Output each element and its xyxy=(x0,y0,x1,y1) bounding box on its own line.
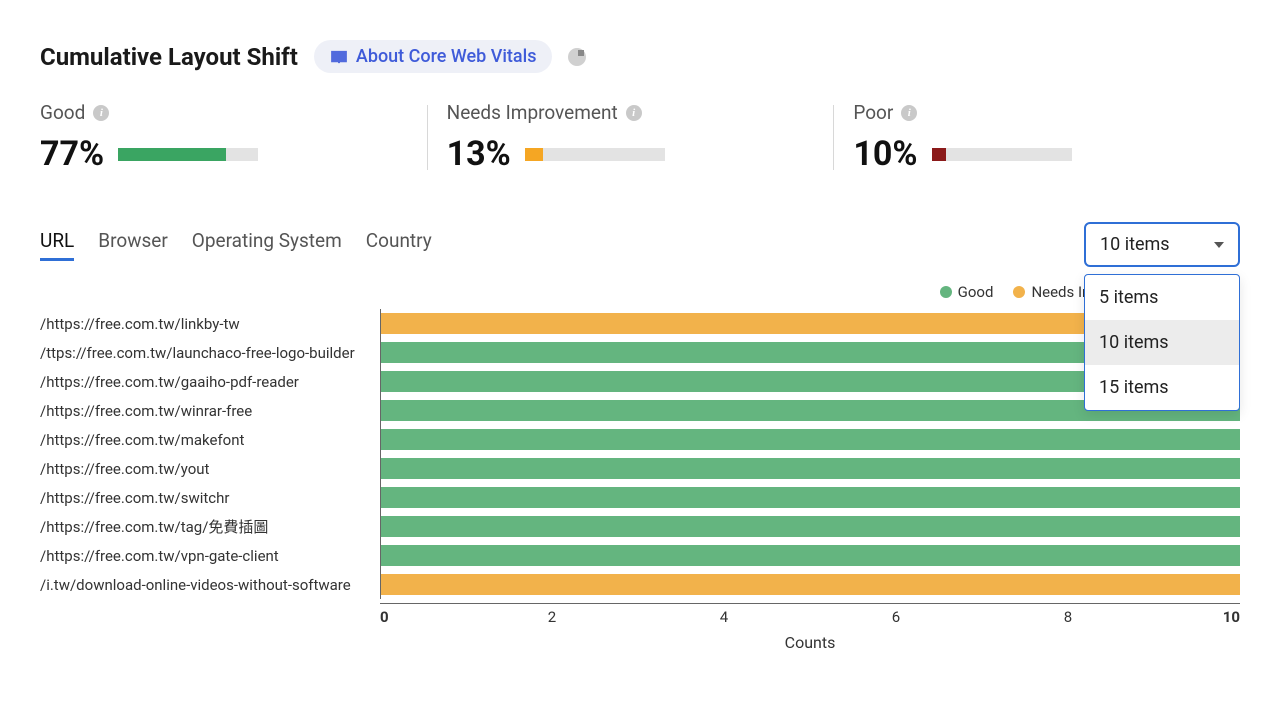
metric-bar xyxy=(932,148,1072,161)
info-icon[interactable]: i xyxy=(93,105,109,121)
about-link-label: About Core Web Vitals xyxy=(356,46,537,67)
legend-dot xyxy=(940,286,952,298)
metric-card: Needs Improvement i 13% xyxy=(427,101,834,174)
info-icon[interactable]: i xyxy=(626,105,642,121)
items-dropdown[interactable]: 10 items xyxy=(1084,222,1240,267)
metric-bar xyxy=(118,148,258,161)
x-tick: 10 xyxy=(1223,608,1240,626)
tab-operating-system[interactable]: Operating System xyxy=(192,229,342,261)
bar-segment xyxy=(381,458,1240,479)
chart-row xyxy=(381,570,1240,599)
bar-segment xyxy=(381,545,1240,566)
chevron-down-icon xyxy=(1214,242,1224,248)
chart-row-label: https://free.com.tw/makefont/ xyxy=(40,425,380,454)
metric-value: 13% xyxy=(447,134,511,174)
x-tick: 0 xyxy=(380,608,389,626)
metric-label: Needs Improvement i xyxy=(447,101,814,124)
external-icon xyxy=(568,48,586,66)
metric-label: Poor i xyxy=(853,101,1220,124)
legend-item: Good xyxy=(940,283,994,301)
bar-segment xyxy=(381,516,1240,537)
chart-bar xyxy=(381,516,1240,537)
tab-browser[interactable]: Browser xyxy=(98,229,168,261)
bar-segment xyxy=(381,429,1240,450)
chart-bar xyxy=(381,574,1240,595)
bar-segment xyxy=(381,487,1240,508)
bar-segment xyxy=(381,574,1240,595)
metric-value: 10% xyxy=(853,134,917,174)
chart-row xyxy=(381,483,1240,512)
chart-row-label: i.tw/download-online-videos-without-soft… xyxy=(40,570,380,599)
chart-row-label: https://free.com.tw/tag/免費插圖/ xyxy=(40,512,380,541)
chart-row xyxy=(381,425,1240,454)
metric-card: Good i 77% xyxy=(40,101,427,174)
dropdown-option[interactable]: 5 items xyxy=(1085,275,1239,320)
chart-bar xyxy=(381,487,1240,508)
info-icon[interactable]: i xyxy=(901,105,917,121)
tabs: URL Browser Operating System Country xyxy=(40,229,432,261)
chart-row-label: https://free.com.tw/yout/ xyxy=(40,454,380,483)
legend: GoodNeeds ImprovementPoor xyxy=(40,283,1240,301)
metrics-row: Good i 77% Needs Improvement i 13% Poor i 10% xyxy=(40,101,1240,174)
chart-bar xyxy=(381,429,1240,450)
metric-card: Poor i 10% xyxy=(833,101,1240,174)
chart-bar xyxy=(381,545,1240,566)
chart-row xyxy=(381,512,1240,541)
chart-row-label: https://free.com.tw/winrar-free/ xyxy=(40,396,380,425)
chart-row xyxy=(381,541,1240,570)
chart-row xyxy=(381,454,1240,483)
x-tick: 4 xyxy=(720,608,728,626)
chart-bar xyxy=(381,458,1240,479)
x-tick: 8 xyxy=(1064,608,1072,626)
chart-row-label: https://free.com.tw/switchr/ xyxy=(40,483,380,512)
metric-bar xyxy=(525,148,665,161)
tab-country[interactable]: Country xyxy=(366,229,432,261)
x-tick: 2 xyxy=(548,608,556,626)
x-axis-title: Counts xyxy=(380,633,1240,652)
metric-value: 77% xyxy=(40,134,104,174)
chart-row-label: https://free.com.tw/linkby-tw/ xyxy=(40,309,380,338)
url-bar-chart: https://free.com.tw/linkby-tw/ttps://fre… xyxy=(40,309,1240,652)
about-link[interactable]: About Core Web Vitals xyxy=(314,40,553,73)
x-tick: 6 xyxy=(892,608,900,626)
book-icon xyxy=(330,50,348,64)
chart-row-label: https://free.com.tw/gaaiho-pdf-reader/ xyxy=(40,367,380,396)
metric-label: Good i xyxy=(40,101,407,124)
page-title: Cumulative Layout Shift xyxy=(40,43,298,71)
legend-dot xyxy=(1013,286,1025,298)
tab-url[interactable]: URL xyxy=(40,229,74,261)
dropdown-option[interactable]: 15 items xyxy=(1085,365,1239,410)
chart-row-label: https://free.com.tw/vpn-gate-client/ xyxy=(40,541,380,570)
chart-row-label: ttps://free.com.tw/launchaco-free-logo-b… xyxy=(40,338,380,367)
dropdown-selected: 10 items xyxy=(1100,234,1170,255)
dropdown-menu: 5 items10 items15 items xyxy=(1084,274,1240,411)
dropdown-option[interactable]: 10 items xyxy=(1085,320,1239,365)
